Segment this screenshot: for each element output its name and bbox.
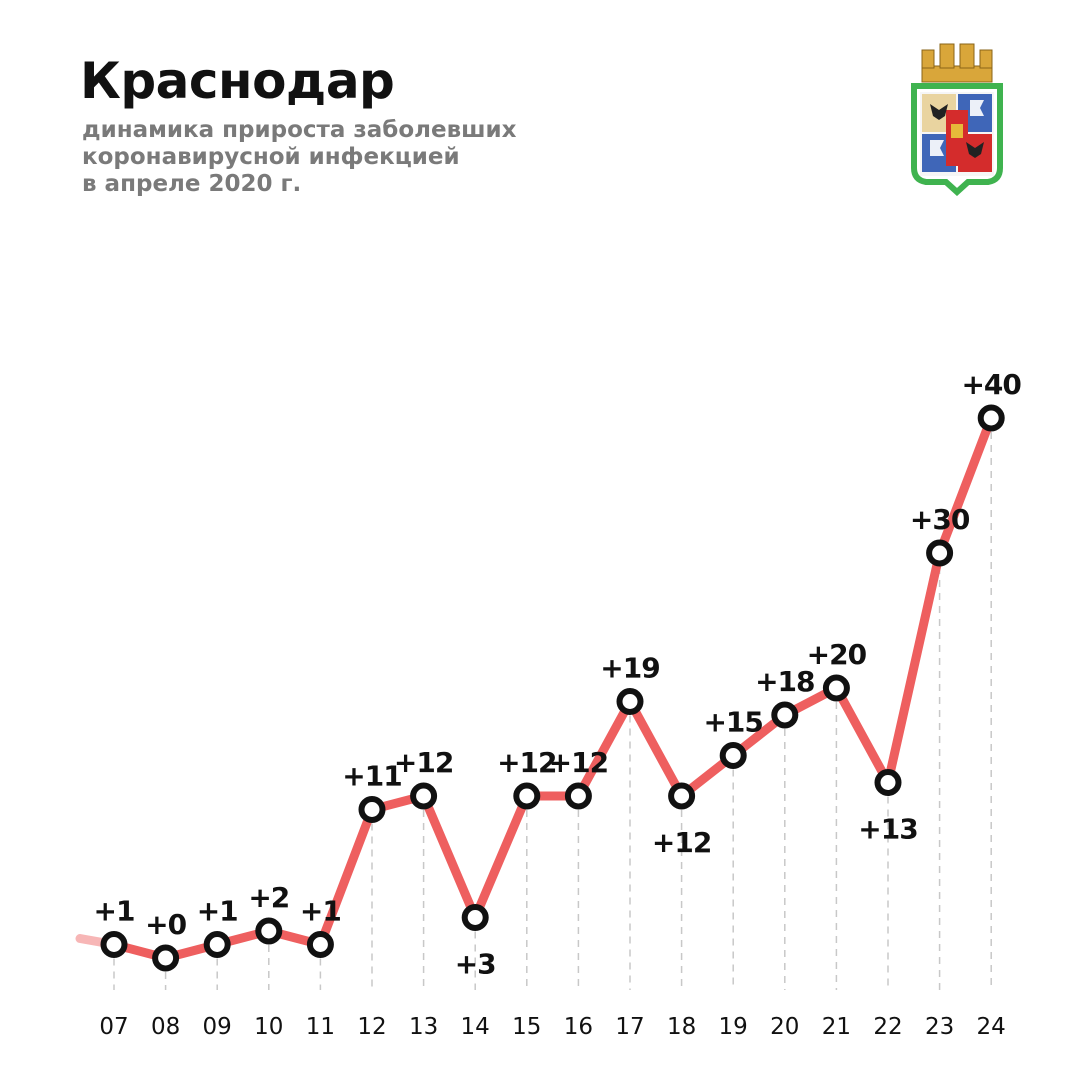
marker-layer <box>100 404 1005 972</box>
x-tick-label: 15 <box>512 1014 541 1040</box>
data-label: +15 <box>703 706 762 739</box>
data-point <box>719 742 747 769</box>
data-label: +20 <box>807 638 867 671</box>
data-label: +30 <box>910 503 970 536</box>
data-label: +12 <box>652 826 711 859</box>
x-tick-label: 14 <box>461 1014 490 1040</box>
tick-layer: 07 08 09 10 11 12 13 14 15 16 17 18 19 20 21 22 23 24 <box>99 1014 1005 1040</box>
data-point <box>977 404 1005 432</box>
label-layer: +1 +0 +1 +2 +1+11+12+3+12+12+19+12+15+18+20+… <box>94 368 1023 981</box>
data-point <box>822 674 850 702</box>
x-tick-label: 12 <box>357 1014 386 1040</box>
x-tick-label: 18 <box>667 1014 696 1040</box>
data-point <box>203 931 231 958</box>
data-label: +12 <box>549 746 608 779</box>
subtitle-line: в апреле 2020 г. <box>82 171 302 197</box>
x-tick-label: 07 <box>99 1014 128 1040</box>
data-label: +1 <box>300 895 341 928</box>
x-tick-label: 10 <box>254 1014 283 1040</box>
subtitle-line: коронавирусной инфекцией <box>82 144 460 170</box>
data-point <box>255 917 283 945</box>
data-point <box>358 796 386 823</box>
data-point <box>771 701 799 729</box>
line-layer <box>75 413 996 963</box>
x-tick-label: 08 <box>151 1014 180 1040</box>
data-label: +1 <box>94 895 135 928</box>
data-label: +3 <box>455 948 496 981</box>
city-coat-of-arms-icon <box>911 43 1003 196</box>
data-label: +12 <box>497 746 556 779</box>
x-tick-label: 19 <box>719 1014 748 1040</box>
data-point <box>668 782 696 810</box>
data-label: +19 <box>600 652 659 685</box>
data-point <box>616 688 644 715</box>
data-label: +40 <box>961 368 1021 401</box>
x-tick-label: 20 <box>770 1014 799 1040</box>
x-tick-label: 13 <box>409 1014 438 1040</box>
data-label: +12 <box>394 746 453 779</box>
x-tick-label: 21 <box>822 1014 851 1040</box>
page-title: Краснодар <box>80 52 395 110</box>
x-tick-label: 22 <box>873 1014 902 1040</box>
x-tick-label: 09 <box>203 1014 232 1040</box>
x-tick-label: 23 <box>925 1014 954 1040</box>
x-tick-label: 24 <box>977 1014 1006 1040</box>
page-subtitle: динамика прироста заболевших коронавирус… <box>82 117 602 198</box>
data-label: +0 <box>145 908 186 941</box>
data-label: +11 <box>342 760 401 793</box>
data-label: +18 <box>755 665 814 698</box>
subtitle-line: динамика прироста заболевших <box>82 117 517 143</box>
data-label: +1 <box>197 895 238 928</box>
x-tick-label: 16 <box>564 1014 593 1040</box>
series-line <box>109 413 996 963</box>
crown <box>921 43 993 83</box>
data-point <box>926 539 954 567</box>
data-point <box>410 782 438 810</box>
data-point <box>513 782 541 810</box>
data-point <box>100 931 128 958</box>
data-point <box>306 931 334 958</box>
x-tick-label: 17 <box>615 1014 644 1040</box>
data-point <box>564 782 592 810</box>
data-point <box>152 944 180 972</box>
data-point <box>874 769 902 796</box>
data-label: +13 <box>858 813 917 846</box>
x-tick-label: 11 <box>306 1014 335 1040</box>
grid-layer <box>113 432 992 990</box>
data-label: +2 <box>248 881 289 914</box>
data-point <box>461 904 489 931</box>
